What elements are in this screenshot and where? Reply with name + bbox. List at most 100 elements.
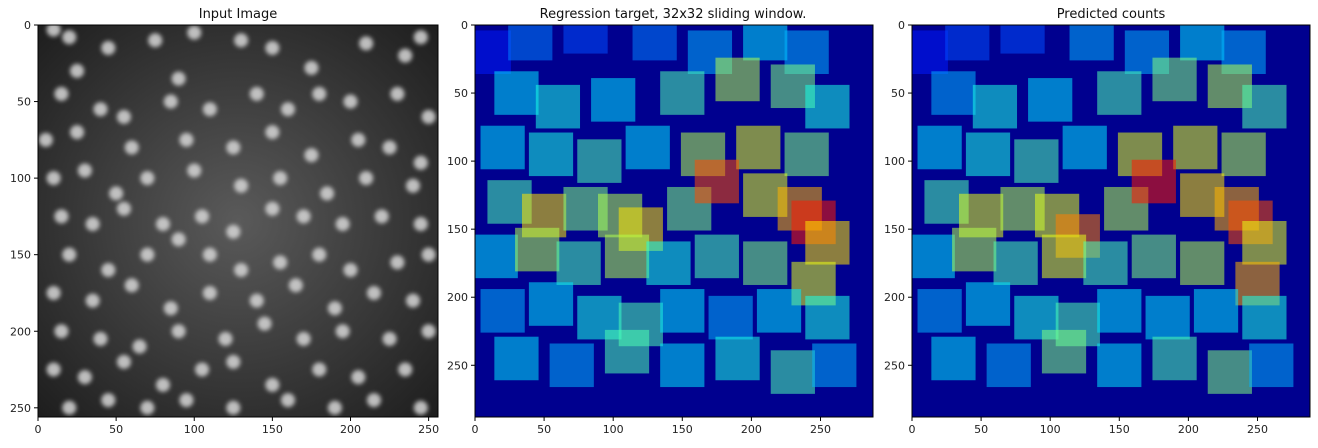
cell-blob (249, 293, 264, 308)
cell-blob (70, 125, 85, 140)
cell-blob (273, 255, 288, 270)
cell-blob (163, 301, 178, 316)
cell-blob (155, 377, 171, 392)
heat-window (812, 343, 857, 388)
cell-blob (398, 362, 413, 377)
cell-blob (226, 400, 241, 415)
x-tick-label: 50 (537, 423, 551, 436)
y-axis: 0 50 100 150 200 250 (10, 19, 38, 415)
cell-blob (265, 201, 280, 216)
heat-window (1242, 221, 1287, 265)
heat-window (1062, 125, 1107, 170)
y-tick-label: 150 (10, 249, 31, 262)
x-tick-label: 200 (1178, 423, 1199, 436)
heat-window (1152, 336, 1197, 381)
cell-blob (351, 132, 366, 147)
heat-window (912, 30, 948, 75)
cell-blob (77, 370, 92, 385)
heat-window (515, 227, 560, 272)
cell-blob (249, 86, 264, 101)
cell-blob (226, 140, 241, 155)
heat-window (993, 241, 1038, 285)
heat-window (931, 336, 976, 381)
axes-frame (474, 24, 874, 418)
cell-blob (46, 171, 61, 186)
y-tick-label: 100 (10, 172, 31, 185)
heat-window (743, 241, 788, 285)
cell-blob (280, 393, 296, 408)
x-axis: 0 50 100 150 200 250 (909, 417, 1268, 436)
panel-predicted-counts: Predicted counts 0 50 100 150 200 250 0 50 100 1… (884, 7, 1311, 436)
x-tick-label: 150 (1109, 423, 1130, 436)
cell-blob (85, 293, 100, 308)
heat-window (805, 295, 850, 340)
y-tick-label: 100 (884, 155, 905, 168)
heat-window (1152, 57, 1197, 102)
heat-window (1000, 25, 1045, 54)
y-tick-label: 250 (10, 402, 31, 415)
heat-window (736, 125, 781, 170)
cell-blob (124, 140, 139, 155)
plot-area (912, 25, 1310, 417)
heat-window (646, 241, 691, 285)
heat-window (1207, 350, 1252, 394)
heat-window (577, 139, 622, 183)
x-tick-label: 250 (1247, 423, 1268, 436)
cell-blob (140, 247, 155, 262)
panel-title: Regression target, 32x32 sliding window. (540, 7, 807, 22)
heat-window (660, 343, 705, 388)
heat-window (1131, 159, 1176, 204)
cell-blob (46, 25, 61, 37)
cell-blob (155, 217, 171, 232)
cell-blob (413, 155, 428, 170)
cell-blob (70, 63, 85, 78)
y-tick-label: 50 (454, 87, 468, 100)
x-tick-label: 100 (184, 423, 205, 436)
cell-blob (148, 33, 163, 48)
panel-title: Predicted counts (1057, 7, 1166, 22)
heat-window (604, 234, 650, 279)
cell-blob (77, 163, 92, 178)
heat-window (1083, 241, 1128, 285)
cell-blob (359, 36, 374, 51)
cell-blob (101, 40, 116, 55)
y-tick-label: 150 (884, 223, 905, 236)
cell-blob (343, 94, 358, 109)
heat-window (912, 234, 955, 279)
heat-window (965, 282, 1011, 326)
y-tick-label: 50 (891, 87, 905, 100)
x-tick-label: 0 (909, 423, 916, 436)
cell-blob (390, 255, 405, 270)
cell-blob (421, 324, 436, 339)
cell-blob (38, 132, 53, 147)
cell-blob (280, 102, 296, 117)
cell-blob (163, 94, 178, 109)
x-tick-label: 250 (418, 423, 439, 436)
cell-blob (320, 186, 335, 201)
heat-window (756, 289, 802, 333)
cell-blob (179, 393, 194, 408)
cell-blob (351, 370, 366, 385)
heat-window (604, 329, 650, 374)
cell-blob (304, 148, 319, 163)
x-tick-label: 150 (672, 423, 693, 436)
x-tick-label: 200 (741, 423, 762, 436)
y-tick-label: 100 (447, 155, 468, 168)
axes-frame (37, 24, 439, 418)
heat-window (528, 132, 574, 177)
cell-blob (390, 86, 405, 101)
heat-window (805, 84, 850, 129)
cell-blob (195, 209, 210, 224)
cell-blob (265, 377, 280, 392)
cell-blob (366, 285, 381, 300)
cell-blob (226, 224, 241, 239)
cell-blob (116, 201, 131, 216)
x-tick-label: 0 (35, 423, 42, 436)
heat-window (660, 289, 705, 333)
y-tick-label: 0 (898, 19, 905, 32)
cell-blob (312, 362, 327, 377)
cell-blob (234, 262, 249, 278)
cell-blob (54, 324, 69, 339)
heat-window (986, 343, 1031, 388)
cell-blob (382, 331, 397, 346)
